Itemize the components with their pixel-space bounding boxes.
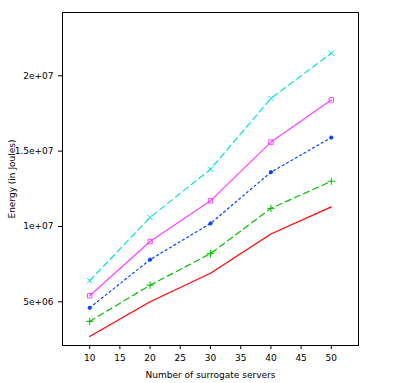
- svg-text:20: 20: [144, 353, 156, 363]
- svg-text:30: 30: [205, 353, 217, 363]
- svg-text:35: 35: [235, 353, 246, 363]
- svg-text:15: 15: [114, 353, 125, 363]
- svg-text:1e+07: 1e+07: [23, 221, 53, 231]
- svg-text:Energy (in Joules): Energy (in Joules): [7, 139, 17, 218]
- svg-text:25: 25: [175, 353, 186, 363]
- svg-text:Number of surrogate servers: Number of surrogate servers: [146, 370, 276, 380]
- svg-text:2e+07: 2e+07: [23, 71, 53, 81]
- svg-text:50: 50: [326, 353, 338, 363]
- svg-text:5e+06: 5e+06: [23, 297, 54, 307]
- svg-text:1.5e+07: 1.5e+07: [15, 146, 54, 156]
- svg-text:45: 45: [295, 353, 306, 363]
- svg-text:40: 40: [265, 353, 277, 363]
- svg-text:10: 10: [84, 353, 96, 363]
